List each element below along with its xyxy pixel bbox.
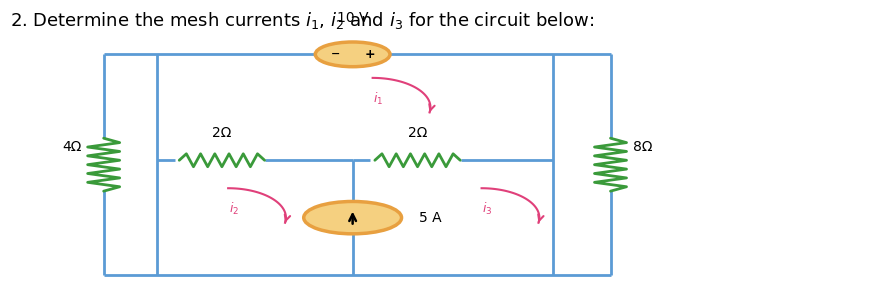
Text: +: + [364, 48, 375, 61]
Text: $i_3$: $i_3$ [483, 201, 492, 217]
Text: $i_1$: $i_1$ [374, 90, 384, 107]
Text: 10 V: 10 V [337, 11, 368, 25]
Text: $i_2$: $i_2$ [229, 201, 239, 217]
Text: 2. Determine the mesh currents $i_1$, $i_2$ and $i_3$ for the circuit below:: 2. Determine the mesh currents $i_1$, $i… [11, 10, 595, 31]
Text: 4Ω: 4Ω [62, 140, 81, 154]
Text: 5 A: 5 A [419, 211, 442, 225]
Text: 2Ω: 2Ω [212, 126, 232, 140]
Text: −: − [331, 49, 341, 59]
Circle shape [315, 42, 390, 67]
Text: 8Ω: 8Ω [632, 140, 652, 154]
Text: 2Ω: 2Ω [408, 126, 427, 140]
Circle shape [303, 201, 401, 234]
